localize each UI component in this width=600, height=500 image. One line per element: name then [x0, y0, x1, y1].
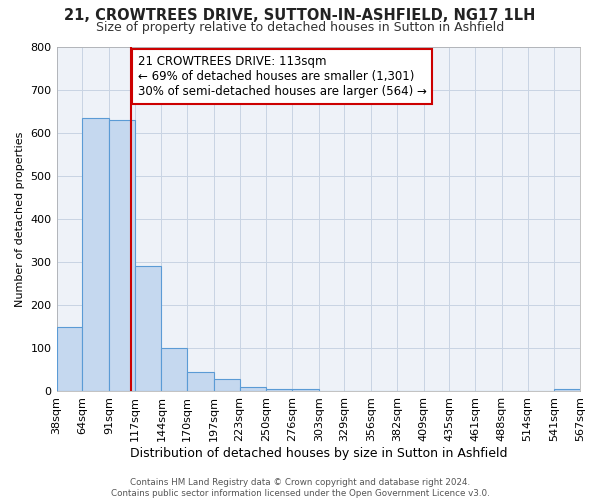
Text: Contains HM Land Registry data © Crown copyright and database right 2024.
Contai: Contains HM Land Registry data © Crown c…: [110, 478, 490, 498]
Bar: [161, 348, 187, 392]
Bar: [266, 390, 292, 392]
Text: Size of property relative to detached houses in Sutton in Ashfield: Size of property relative to detached ho…: [96, 21, 504, 34]
Text: 21, CROWTREES DRIVE, SUTTON-IN-ASHFIELD, NG17 1LH: 21, CROWTREES DRIVE, SUTTON-IN-ASHFIELD,…: [64, 8, 536, 22]
Bar: [187, 372, 214, 392]
Bar: [82, 118, 109, 392]
Bar: [239, 387, 266, 392]
X-axis label: Distribution of detached houses by size in Sutton in Ashfield: Distribution of detached houses by size …: [130, 447, 507, 460]
Bar: [56, 327, 82, 392]
Text: 21 CROWTREES DRIVE: 113sqm
← 69% of detached houses are smaller (1,301)
30% of s: 21 CROWTREES DRIVE: 113sqm ← 69% of deta…: [137, 55, 427, 98]
Bar: [214, 378, 239, 392]
Bar: [135, 266, 161, 392]
Bar: [292, 390, 319, 392]
Bar: [109, 120, 135, 392]
Bar: [554, 390, 580, 392]
Y-axis label: Number of detached properties: Number of detached properties: [15, 132, 25, 306]
